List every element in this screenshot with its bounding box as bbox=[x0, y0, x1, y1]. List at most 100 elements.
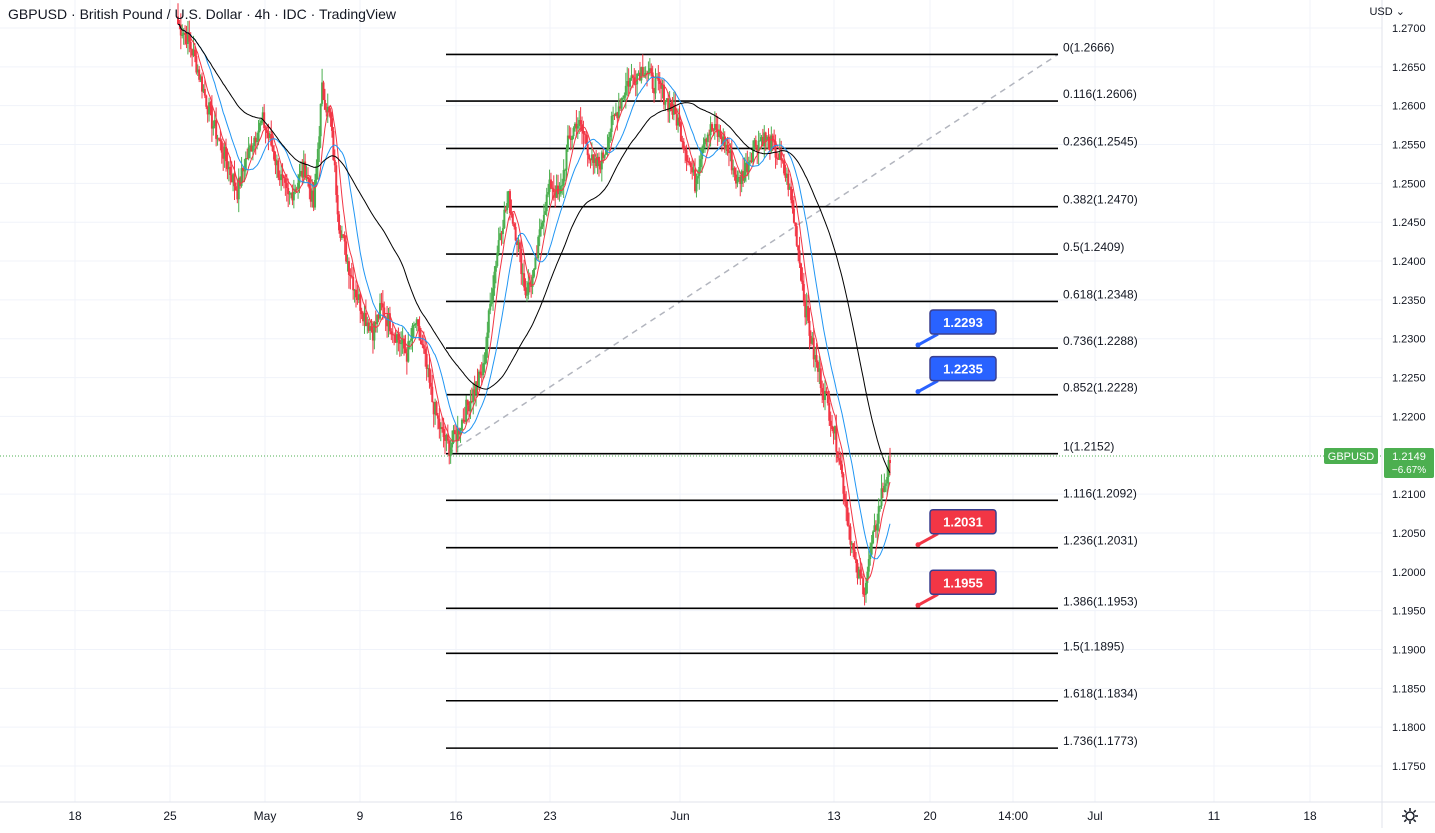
candle-body bbox=[513, 223, 516, 227]
candle-body bbox=[528, 282, 531, 285]
candle-body bbox=[792, 208, 795, 223]
candle-body bbox=[832, 429, 835, 434]
candle-body bbox=[544, 211, 547, 215]
fib-level-label: 1.236(1.2031) bbox=[1063, 534, 1138, 548]
candle-body bbox=[726, 144, 729, 152]
candle-body bbox=[671, 110, 674, 115]
candle-body bbox=[185, 33, 188, 44]
candle-body bbox=[874, 525, 877, 531]
candle-body bbox=[713, 123, 716, 130]
candle-body bbox=[651, 72, 654, 89]
price-tick-label: 1.2650 bbox=[1392, 62, 1426, 74]
gear-icon[interactable] bbox=[1400, 806, 1420, 826]
candle-body bbox=[319, 103, 322, 137]
candle-body bbox=[306, 177, 309, 180]
fib-level-label: 0.852(1.2228) bbox=[1063, 381, 1138, 395]
candle-body bbox=[739, 177, 742, 184]
candle-body bbox=[850, 543, 853, 545]
candle-body bbox=[855, 558, 858, 564]
candle-body bbox=[722, 136, 725, 145]
candle-body bbox=[530, 284, 533, 288]
candle-body bbox=[807, 306, 810, 321]
candle-body bbox=[583, 133, 586, 135]
fib-level-label: 0(1.2666) bbox=[1063, 40, 1114, 54]
time-tick-label: 13 bbox=[827, 809, 841, 823]
candle-body bbox=[434, 402, 437, 415]
candle-body bbox=[698, 166, 701, 176]
candle-body bbox=[215, 120, 218, 139]
ma-fast-line bbox=[177, 23, 891, 582]
candle-body bbox=[189, 41, 192, 50]
candle-body bbox=[668, 103, 671, 112]
candle-body bbox=[236, 190, 239, 200]
candle-body bbox=[179, 24, 182, 36]
candle-body bbox=[629, 78, 632, 87]
candle-body bbox=[746, 162, 749, 173]
candle-body bbox=[695, 178, 698, 192]
callout-label: 1.2235 bbox=[943, 362, 983, 377]
callout-pointer bbox=[917, 592, 939, 607]
candle-body bbox=[182, 32, 185, 35]
fib-level-label: 0.116(1.2606) bbox=[1063, 87, 1137, 101]
candle-body bbox=[400, 343, 403, 345]
price-tick-label: 1.2500 bbox=[1392, 178, 1426, 190]
candle-body bbox=[223, 146, 226, 159]
candle-body bbox=[712, 129, 715, 131]
candle-body bbox=[325, 109, 328, 113]
price-tick-label: 1.2400 bbox=[1392, 256, 1426, 268]
candle-body bbox=[268, 134, 271, 138]
candle-body bbox=[579, 120, 582, 125]
candle-body bbox=[886, 477, 889, 484]
candle-body bbox=[679, 122, 682, 142]
time-tick-label: May bbox=[254, 809, 277, 823]
candle-body bbox=[333, 160, 336, 166]
time-tick-label: 16 bbox=[449, 809, 463, 823]
candle-body bbox=[719, 130, 722, 138]
candle-body bbox=[295, 188, 298, 190]
candle-body bbox=[665, 98, 668, 102]
candle-body bbox=[725, 144, 728, 150]
candle-body bbox=[760, 137, 763, 141]
candle-body bbox=[781, 160, 784, 162]
candle-body bbox=[715, 123, 718, 130]
candle-body bbox=[551, 187, 554, 189]
candle-body bbox=[555, 185, 558, 198]
candle-body bbox=[709, 124, 712, 136]
candle-body bbox=[244, 158, 247, 171]
candle-body bbox=[809, 335, 812, 344]
candle-body bbox=[340, 234, 343, 238]
candle-body bbox=[316, 149, 319, 167]
callout-anchor bbox=[915, 542, 921, 548]
candle-body bbox=[230, 175, 233, 183]
candle-body bbox=[866, 571, 869, 583]
callout-label: 1.1955 bbox=[943, 575, 983, 590]
candle-body bbox=[343, 235, 346, 242]
candle-body bbox=[288, 193, 291, 195]
price-badge bbox=[1384, 448, 1434, 479]
candle-body bbox=[735, 174, 738, 184]
candle-body bbox=[227, 166, 230, 170]
candle-body bbox=[250, 145, 253, 152]
candle-body bbox=[801, 280, 804, 284]
candle-body bbox=[463, 420, 466, 422]
candle-body bbox=[484, 346, 487, 364]
candle-body bbox=[590, 154, 593, 160]
candle-body bbox=[247, 147, 250, 159]
candle-body bbox=[833, 426, 836, 434]
currency-selector[interactable]: USD ⌄ bbox=[1369, 5, 1405, 18]
candle-body bbox=[432, 402, 435, 415]
candle-body bbox=[496, 252, 499, 266]
candle-body bbox=[773, 141, 776, 143]
candle-body bbox=[357, 294, 360, 300]
candle-body bbox=[404, 348, 407, 354]
candle-body bbox=[822, 392, 825, 400]
candle-body bbox=[254, 137, 257, 143]
candle-body bbox=[677, 117, 680, 126]
candle-body bbox=[347, 261, 350, 275]
candle-body bbox=[706, 134, 709, 142]
candle-body bbox=[720, 137, 723, 145]
candle-body bbox=[342, 234, 345, 236]
candle-body bbox=[366, 322, 369, 327]
